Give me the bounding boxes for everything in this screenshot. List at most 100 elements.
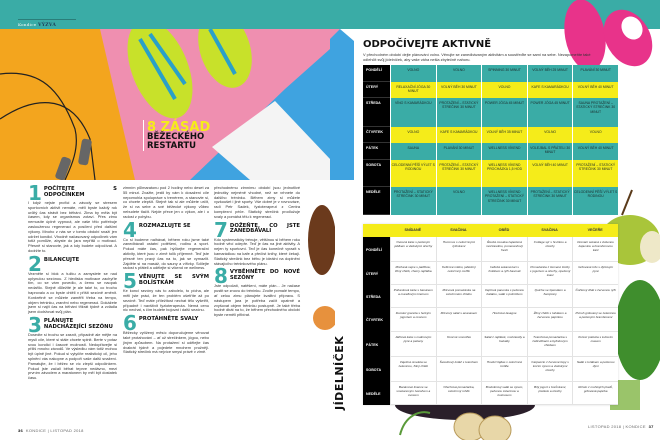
menu-cell: Indická sekaná kari s hráškem a rýží bas… (481, 262, 527, 285)
section-number: 8 (214, 264, 228, 289)
menu-cell: Vepřová panenka s pečenou batátou, salát… (481, 285, 527, 308)
section-number: 2 (28, 251, 42, 276)
activity-cell: VOLNÝ BĚH 30 MINUT (435, 82, 482, 98)
row-day-label: STŘEDA (363, 285, 390, 308)
coffee-beans-egg-image (308, 205, 335, 330)
section-number: 3 (28, 312, 42, 337)
article-section: 4 ROZMAZLUJTE SE Co si budeme nalhávat, bě… (123, 217, 209, 272)
top-color-band (0, 0, 660, 29)
menu-cell: Pomazánka z červené čočky s jogurtem a o… (526, 262, 573, 285)
section-body: Dosedte si trochu se zasnít, případně al… (28, 331, 117, 381)
menu-cell: Vaječná omeleta se zeleninou, žitný chlé… (390, 357, 436, 382)
menu-cell: Pohanková kaše s banánem a mandlovým kré… (390, 285, 436, 308)
column-header: SVAČINA (435, 224, 482, 237)
section-body: I když nejste profíci a závody se strese… (28, 200, 117, 253)
menu-cell: Quiche se špenátem a žampiony (526, 285, 573, 308)
section-heading: PLÁNUJTE NADCHÁZEJÍCÍ SEZÓNU (43, 317, 113, 330)
menu-cell: Bílý jogurt s borůvkami, pistácie a ořec… (526, 382, 573, 405)
article-section: 1 POČÍTEJTE S ODPOČINKEM I když nejste pro… (28, 183, 117, 254)
row-day-label: SOBOTA (363, 357, 390, 382)
article-section: 6 PROTÁHNĚTE SVALY Běžecky vytížený měsíc … (123, 311, 209, 355)
menu-cell: Kuřecí polévka s kuřecím masem (572, 332, 618, 357)
activity-cell: PROTAŽENÍ – STATICKÝ STREČINK 30 MINUT (526, 187, 573, 215)
column-1: 1 POČÍTEJTE S ODPOČINKEM I když nejste pro… (28, 183, 117, 384)
activity-cell: KAFE S KAMARÁDKOU (526, 82, 573, 98)
menu-cell: Ořechová pomazánka, celozrnný rohlík (435, 382, 482, 405)
section-heading: BILANCUJTE (43, 256, 80, 263)
activity-cell: VOLNÝ BĚH 40 MINUT (526, 160, 573, 187)
menu-cell: Mrkvová pomazánka na celozrnném chlebu (435, 285, 482, 308)
section-body: Běžecky vytížený měsíc doporučujeme věno… (123, 330, 209, 355)
menu-cell: Banánové lívance se smetanovým tvarohem … (390, 382, 436, 405)
row-day-label: PONDĚLÍ (363, 65, 390, 82)
row-day-label: ÚTERÝ (363, 262, 390, 285)
activity-cell: VOLNÝ BĚH 40 MINUT (572, 82, 618, 98)
section-body: Kdo systematicky trénuje, většinou si bě… (214, 236, 300, 266)
article-section: 5 VĚNUJTE SE SVÝM BOLÍSTKÁM Ke konci sezón… (123, 269, 209, 313)
activity-cell: WELLNESS VÍKEND PROTAŽENÍ – STATICKÝ STR… (481, 187, 527, 215)
activity-cell: SPINNING 30 MINUT (481, 65, 527, 82)
section-heading: ROZMAZLUJTE SE (138, 222, 191, 229)
menu-cell: Salát s tuňákem a pečenou dýní (572, 357, 618, 382)
menu-cell: Žitný chléb s tuňákem a červenou papriko… (526, 308, 573, 332)
section-title: VÝZVA (38, 23, 57, 28)
page-folio-right: LISTOPAD 2018 | KONDICE 37 (588, 424, 654, 429)
menu-cell: Salát z rajčátek, mozzarelly a bazalky (481, 332, 527, 357)
section-header: Kondice VÝZVA (18, 19, 76, 28)
activity-cell: VOLNO (481, 82, 527, 98)
section-number: 6 (123, 311, 137, 336)
activity-cell: PROTAŽENÍ – STATICKÝ STREČINK 30 MINUT (572, 160, 618, 187)
activity-cell: WELLNESS VÍKEND (481, 143, 527, 160)
activity-cell: VOLNO (435, 187, 482, 215)
section-number: 5 (123, 269, 137, 294)
menu-cell: Cottage sýr s hruškou a ořechy (526, 237, 573, 262)
row-day-label: ČTVRTEK (363, 127, 390, 143)
blue-background-strip (330, 29, 354, 180)
activity-cell: PLAVÁNÍ 30 MINUT (572, 65, 618, 82)
row-day-label: ÚTERÝ (363, 82, 390, 98)
activity-cell: POWER JÓGA 45 MINUT (526, 98, 573, 127)
hero-photo (0, 29, 330, 180)
section-heading: VYBĚHNĚTE DO NOVÉ SEZÓNY (229, 269, 300, 281)
activity-cell: POWER JÓGA 45 MINUT (481, 98, 527, 127)
menu-cell: Ovesná kaše s pečeným jablkem a vlašským… (390, 237, 436, 262)
activity-cell: SAUNA PROTAŽENÍ – STATICKÝ STREČINK 30 M… (572, 98, 618, 127)
section-body: Vezměte si blok a tužku a zamyslete se n… (28, 270, 117, 315)
menu-cell: Houbové lasagne (481, 308, 527, 332)
menu-cell: Jáhlová kaše s malinovým pyré a pekany (390, 332, 436, 357)
activity-cell: VOLNO (390, 127, 436, 143)
menu-cell: Tvarohová pomazánka s ředkvičkami a byli… (526, 332, 573, 357)
menu-table: SNÍDANĚ SVAČINA OBĚD SVAČINA VEČEŘE PONDĚLÍ Ov… (363, 224, 618, 405)
headline-line: RESTARTU (147, 141, 197, 151)
menu-cell: Řecká musaka zapečená mozzarellou, pomer… (481, 237, 527, 262)
menu-cell: Čočkový dhál s červenou rýží (572, 285, 618, 308)
article-section: 2 BILANCUJTE Vezměte si blok a tužku a zam… (28, 251, 117, 315)
menu-cell: Švestkový koláč s tvarohem (435, 357, 482, 382)
article-section: 8 VYBĚHNĚTE DO NOVÉ SEZÓNY Jste odpočatí, … (214, 264, 300, 318)
menu-cell: Carpaccio z červené řepy s kozím sýrem a… (526, 357, 573, 382)
activity-cell: KAFE S KAMARÁDKOU (435, 127, 482, 143)
page-number: 37 (648, 424, 654, 429)
menu-cell: Domácí granola s řeckým jogurtem a ovoce… (390, 308, 436, 332)
column-header: SNÍDANĚ (390, 224, 436, 237)
menu-cell: Ovocné smoothie (435, 332, 482, 357)
section-heading: PROTÁHNĚTE SVALY (138, 316, 199, 323)
column-header: SVAČINA (526, 224, 573, 237)
column-text: přechodnému zimnímu období jsou jednotli… (214, 185, 300, 219)
folio-text: KONDICE | LISTOPAD 2018 (25, 428, 84, 433)
row-day-label: NEDĚLE (363, 382, 390, 405)
column-header: OBĚD (481, 224, 527, 237)
activity-cell: PROTAŽENÍ – STATICKÝ STREČINK 30 MINUT (390, 187, 436, 215)
activity-cell: PROTAŽENÍ – STATICKÝ STREČINK 30 MINUT (435, 160, 482, 187)
section-number: 4 (123, 217, 137, 242)
menu-cell: Pstruh grilovaný se zeleninou a pečenými… (572, 308, 618, 332)
activity-cell: SAUNA (390, 143, 436, 160)
row-day-label: NEDĚLE (363, 187, 390, 215)
page-folio-left: 36 KONDICE | LISTOPAD 2018 (18, 428, 84, 433)
row-day-label: STŘEDA (363, 98, 390, 127)
menu-label: JÍDELNÍČEK (333, 335, 346, 410)
row-day-label: PONDĚLÍ (363, 237, 390, 262)
column-text: zimním půlmaratonu pod 2 hodiny nebo des… (123, 185, 209, 219)
menu-cell: Kefírové mléko, jablečný celozrnný muffi… (435, 262, 482, 285)
activity-cell: VOLNÝ BĚH 40 MINUT (572, 143, 618, 160)
